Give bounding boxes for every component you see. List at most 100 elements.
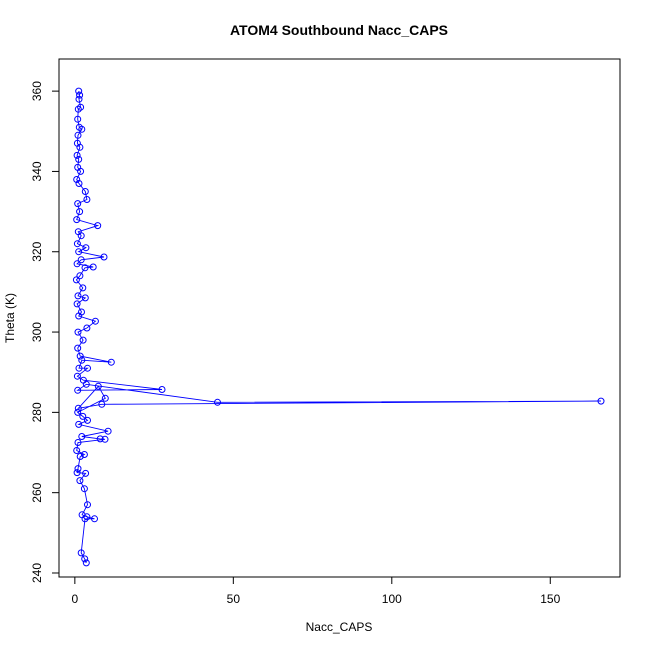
data-point [81,188,89,195]
data-point [74,439,82,446]
data-point [101,394,109,402]
data-point [74,105,82,113]
data-point [83,324,91,332]
data-point [101,435,109,443]
data-point [75,87,83,95]
data-point [82,469,90,477]
data-point [78,125,86,133]
data-point [597,397,605,405]
data-point [76,352,84,360]
y-axis-label: Theta (K) [3,293,17,343]
y-tick-label: 240 [30,563,44,583]
data-point [77,256,85,264]
y-tick-label: 300 [30,322,44,342]
data-point [76,453,84,460]
data-point [75,364,83,372]
data-point [77,167,85,175]
data-point [80,485,88,493]
x-tick-label: 150 [540,592,560,606]
data-point [79,284,87,292]
x-tick-label: 100 [382,592,402,606]
data-point [77,232,85,240]
data-point [100,253,108,261]
data-point [73,300,81,308]
data-point [75,95,83,103]
data-point [107,358,115,366]
data-point [74,328,82,336]
chart-title: ATOM4 Southbound Nacc_CAPS [230,22,448,38]
data-point [73,176,81,183]
data-point [82,559,90,567]
data-point [75,248,83,256]
data-point [75,312,83,320]
data-point [73,447,81,454]
data-point [84,501,91,509]
y-axis: 240 260 280 300 320 340 360 [30,81,60,583]
data-point [82,244,90,252]
data-point [74,344,82,352]
data-point [104,427,112,435]
data-point [74,292,82,300]
x-axis: 0 50 100 150 [72,576,561,606]
data-point [96,435,104,443]
data-point [81,555,89,563]
data-point [83,513,91,521]
data-point [74,131,82,139]
data-point [76,272,84,280]
series-line [75,91,602,564]
x-tick-label: 50 [227,592,241,606]
data-point [74,115,82,123]
data-point [94,222,102,230]
data-point [80,451,88,458]
data-point [81,515,89,523]
data-point [75,180,83,187]
data-point [74,386,82,394]
data-point [73,216,81,224]
data-point [74,408,82,416]
data-point [81,294,89,302]
data-point [81,264,89,272]
data-point [78,356,86,364]
y-tick-label: 360 [30,81,44,101]
x-tick-label: 0 [72,592,79,606]
data-point [78,433,86,440]
data-point [83,196,91,203]
data-point [79,336,87,344]
data-point [77,103,85,111]
data-point [75,155,83,163]
data-point [74,200,82,208]
y-tick-label: 320 [30,241,44,261]
y-tick-label: 260 [30,482,44,502]
data-point [73,151,81,159]
data-point [74,465,82,473]
data-point [158,386,166,393]
data-point [75,420,83,428]
data-point [91,515,98,523]
data-point [82,380,90,388]
data-point [84,364,91,372]
data-point [94,382,102,390]
data-point [76,91,84,99]
plot-frame [58,58,621,578]
y-tick-label: 340 [30,161,44,181]
data-point [73,469,81,477]
data-point [98,400,106,408]
data-point [73,372,81,380]
data-point [73,260,81,268]
data-point [77,549,85,557]
data-point [79,412,87,420]
data-point [89,263,97,271]
data-point [72,276,80,284]
data-point [76,143,84,151]
data-point [84,416,91,424]
x-axis-label: Nacc_CAPS [306,620,373,634]
data-point [74,404,82,412]
data-point [214,398,221,406]
y-tick-label: 280 [30,402,44,422]
data-point [73,240,81,248]
data-point [76,208,84,216]
data-point [76,477,84,485]
series-layer [72,87,605,567]
data-point [91,317,99,325]
